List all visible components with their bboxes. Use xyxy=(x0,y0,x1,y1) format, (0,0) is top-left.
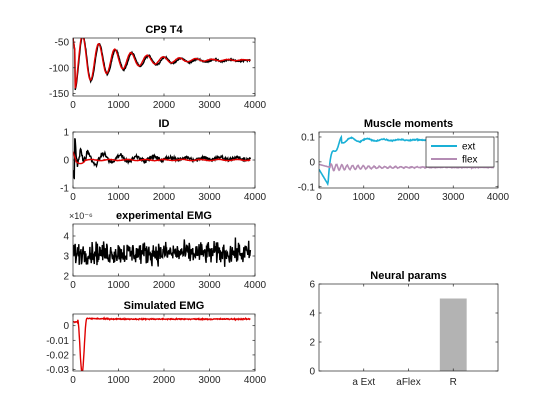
y-tick-label: -1 xyxy=(60,184,69,195)
y-tick-label: -0.01 xyxy=(46,336,69,347)
series-line-0 xyxy=(73,237,252,267)
x-tick-label: 2000 xyxy=(153,280,176,291)
axis-exponent: ×10⁻⁶ xyxy=(69,211,93,221)
axes-emg_exp: experimental EMG 0 1000 2000 3000 4000 ×10⁻⁶ 2 3… xyxy=(63,210,266,291)
axes-frame xyxy=(318,131,499,189)
category-label: a Ext xyxy=(352,377,375,388)
chart-title: Muscle moments xyxy=(364,118,453,130)
chart-title: Simulated EMG xyxy=(124,300,205,312)
y-tick-label: 0 xyxy=(309,157,315,168)
x-tick-label: 3000 xyxy=(198,375,221,386)
x-tick-label: 1000 xyxy=(107,375,130,386)
bar-r xyxy=(439,298,467,371)
axes-frame xyxy=(72,131,256,189)
y-tick-label: 0 xyxy=(63,156,69,167)
x-tick-label: 4000 xyxy=(244,192,267,203)
axes-frame xyxy=(318,283,499,372)
x-tick-label: 4000 xyxy=(244,100,267,111)
x-tick-label: 4000 xyxy=(244,375,267,386)
plot-area xyxy=(319,284,498,371)
x-tick-label: 0 xyxy=(70,192,76,203)
axes-frame xyxy=(72,313,256,372)
y-tick-label: -100 xyxy=(49,63,69,74)
y-tick-label: -0.02 xyxy=(46,350,69,361)
chart-title: ID xyxy=(159,118,170,130)
legend: ext flex xyxy=(425,136,495,168)
axes-neural: Neural params a Ext aFlex R 0 2 4 6 xyxy=(309,270,499,388)
series-line-flex xyxy=(319,163,494,172)
y-tick-label: 0.1 xyxy=(301,132,315,143)
legend-box xyxy=(425,136,495,168)
x-tick-label: 3000 xyxy=(442,192,465,203)
x-tick-label: 2000 xyxy=(397,192,420,203)
series-line-0 xyxy=(73,138,252,180)
y-tick-label: 0 xyxy=(63,321,69,332)
x-tick-label: 4000 xyxy=(244,280,267,291)
axes-id: ID0 1000 2000 3000 4000-101 xyxy=(60,118,266,203)
axes-emg_sim: Simulated EMG 0 1000 2000 3000 4000 -0.03 -0.02… xyxy=(46,300,266,386)
x-tick-label: 1000 xyxy=(107,280,130,291)
y-tick-label: 2 xyxy=(309,338,315,349)
x-tick-label: 1000 xyxy=(107,192,130,203)
category-label: aFlex xyxy=(396,377,420,388)
y-tick-label: -50 xyxy=(55,38,70,49)
axes-frame xyxy=(72,223,256,277)
y-tick-label: 0 xyxy=(309,367,315,378)
series-line-0 xyxy=(73,316,251,371)
x-tick-label: 2000 xyxy=(153,375,176,386)
x-tick-label: 0 xyxy=(316,192,322,203)
category-label: R xyxy=(450,377,457,388)
y-tick-label: 2 xyxy=(63,272,69,283)
y-tick-label: 3 xyxy=(63,252,69,263)
y-tick-label: 4 xyxy=(309,309,315,320)
x-tick-label: 0 xyxy=(70,280,76,291)
x-tick-label: 3000 xyxy=(198,192,221,203)
axes-cp9: CP9 T4 0 1000 2000 3000 4000 -150 -100 -50 xyxy=(49,24,267,111)
y-tick-label: 4 xyxy=(63,232,69,243)
x-tick-label: 0 xyxy=(70,375,76,386)
y-tick-label: 1 xyxy=(63,128,69,139)
x-tick-label: 0 xyxy=(70,100,76,111)
legend-label-flex: flex xyxy=(462,155,478,166)
x-tick-label: 2000 xyxy=(153,100,176,111)
axes-frame xyxy=(72,37,256,97)
series-line-1 xyxy=(73,38,251,89)
x-tick-label: 1000 xyxy=(107,100,130,111)
x-tick-label: 3000 xyxy=(198,280,221,291)
x-tick-label: 4000 xyxy=(487,192,510,203)
legend-label-ext: ext xyxy=(462,142,476,153)
chart-title: experimental EMG xyxy=(116,210,212,222)
plot-area xyxy=(73,38,255,96)
series-line-1 xyxy=(73,151,251,165)
y-tick-label: 6 xyxy=(309,280,315,291)
plot-area xyxy=(73,314,255,371)
x-tick-label: 3000 xyxy=(198,100,221,111)
y-tick-label: -150 xyxy=(49,89,69,100)
y-tick-label: -0.03 xyxy=(46,365,69,376)
x-tick-label: 2000 xyxy=(153,192,176,203)
y-tick-label: -0.1 xyxy=(298,182,316,193)
x-tick-label: 1000 xyxy=(353,192,376,203)
chart-title: CP9 T4 xyxy=(145,24,183,36)
chart-title: Neural params xyxy=(370,270,446,282)
